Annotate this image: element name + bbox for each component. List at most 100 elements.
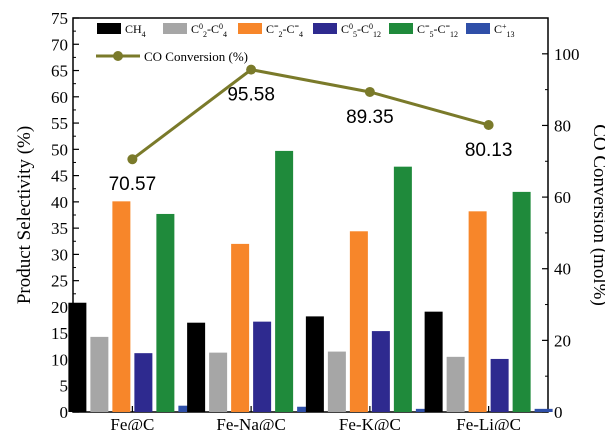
- legend-label-part: 2: [203, 30, 207, 39]
- y-tick-label: 10: [51, 350, 68, 369]
- y-tick-label: 25: [51, 272, 68, 291]
- legend-label-part: =: [295, 22, 300, 31]
- y-tick-label: 75: [51, 9, 68, 28]
- y-tick-label: 35: [51, 219, 68, 238]
- y2-tick-label: 20: [554, 331, 571, 350]
- bar-fe-k-c-series-2: [349, 231, 368, 412]
- x-tick-label: Fe-Na@C: [216, 415, 285, 430]
- legend-label-part: 4: [299, 30, 303, 39]
- legend-label-part: -C: [207, 22, 219, 36]
- bar-fe-li-c-series-4: [512, 191, 531, 412]
- co-conversion-data-label: 70.57: [109, 174, 157, 195]
- bar-fe-c-series-3: [134, 353, 153, 412]
- y-tick-label: 0: [60, 403, 69, 422]
- legend-label-series-5: C+13: [494, 22, 515, 39]
- legend-label-series-2: C=2-C=4: [266, 22, 303, 39]
- legend-label-series-4: C=5-C=12: [417, 22, 458, 39]
- legend-label-part: 0: [369, 22, 373, 31]
- legend-swatch-series-3: [313, 23, 337, 34]
- co-conversion-point: [127, 154, 138, 165]
- co-conversion-data-label: 95.58: [227, 85, 275, 106]
- y-tick-label: 30: [51, 245, 68, 264]
- legend-label-part: 0: [199, 22, 203, 31]
- y2-axis-title: CO Conversion (mol%): [589, 124, 605, 306]
- legend-label-part: 0: [219, 22, 223, 31]
- y-tick-label: 70: [51, 35, 68, 54]
- bar-fe-li-c-series-5: [534, 408, 553, 412]
- legend-label-part: CH: [125, 22, 142, 36]
- legend-label-part: C: [191, 22, 199, 36]
- bar-fe-c-series-1: [90, 336, 109, 412]
- y-tick-label: 45: [51, 167, 68, 186]
- co-conversion-data-label: 89.35: [346, 107, 394, 128]
- bar-fe-k-c-series-0: [305, 316, 324, 412]
- legend-label-series-3: C05-C012: [341, 22, 381, 39]
- legend-label-part: 2: [279, 30, 283, 39]
- legend-label-part: C: [494, 22, 502, 36]
- legend-swatch-series-0: [97, 23, 121, 34]
- legend-label-part: -C: [357, 22, 369, 36]
- bar-fe-na-c-series-2: [231, 243, 250, 412]
- co-conversion-line: [131, 68, 490, 161]
- co-conversion-point: [483, 119, 494, 130]
- co-conversion-point: [246, 64, 257, 75]
- bar-fe-k-c-series-4: [393, 166, 412, 412]
- bar-fe-k-c-series-3: [371, 331, 390, 412]
- legend-label-part: -C: [283, 22, 295, 36]
- bar-fe-li-c-series-0: [424, 311, 443, 412]
- y-tick-label: 55: [51, 114, 68, 133]
- legend-label-part: =: [446, 22, 451, 31]
- co-conversion-point: [364, 86, 375, 97]
- legend-label-series-0: CH4: [125, 22, 146, 39]
- co-conversion-data-label: 80.13: [465, 140, 513, 161]
- y-tick-label: 65: [51, 62, 68, 81]
- legend-label-part: 5: [430, 30, 434, 39]
- bar-fe-na-c-series-0: [187, 322, 206, 412]
- legend-label-part: -C: [434, 22, 446, 36]
- legend-marker-co-conversion: [113, 51, 123, 61]
- legend-label-part: +: [502, 22, 507, 31]
- legend-swatch-series-5: [466, 23, 490, 34]
- y2-tick-label: 100: [554, 45, 580, 64]
- legend-label-part: 0: [349, 22, 353, 31]
- bar-fe-na-c-series-1: [209, 352, 228, 412]
- x-tick-label: Fe-K@C: [339, 415, 401, 430]
- y-tick-label: 60: [51, 88, 68, 107]
- bar-fe-na-c-series-4: [275, 150, 294, 412]
- bar-fe-k-c-series-1: [327, 351, 346, 412]
- legend-label-part: 13: [507, 30, 515, 39]
- legend-label-part: 12: [450, 30, 458, 39]
- bar-fe-li-c-series-1: [446, 356, 465, 412]
- legend-label-part: =: [274, 22, 279, 31]
- x-tick-label: Fe@C: [110, 415, 154, 430]
- bar-fe-c-series-0: [68, 302, 87, 412]
- y2-tick-label: 80: [554, 116, 571, 135]
- bar-fe-na-c-series-3: [253, 321, 272, 412]
- y2-tick-label: 0: [554, 403, 563, 422]
- legend-label-series-1: C02-C04: [191, 22, 227, 39]
- y2-tick-label: 60: [554, 188, 571, 207]
- y-tick-label: 5: [60, 377, 69, 396]
- legend-label-part: =: [425, 22, 430, 31]
- legend-swatch-series-2: [238, 23, 262, 34]
- legend-label-part: 5: [353, 30, 357, 39]
- legend-label-part: C: [417, 22, 425, 36]
- legend-label-co-conversion: CO Conversion (%): [144, 49, 248, 64]
- legend-swatch-series-4: [389, 23, 413, 34]
- legend-label-part: 4: [142, 30, 146, 39]
- legend-label-part: C: [266, 22, 274, 36]
- bar-fe-li-c-series-2: [468, 211, 487, 412]
- legend-label-part: C: [341, 22, 349, 36]
- y-axis-title: Product Selectivity (%): [14, 126, 35, 304]
- legend-swatch-series-1: [163, 23, 187, 34]
- legend-label-part: 4: [223, 30, 227, 39]
- y-tick-label: 40: [51, 193, 68, 212]
- y-tick-label: 15: [51, 324, 68, 343]
- bar-fe-c-series-4: [156, 213, 175, 412]
- y2-tick-label: 40: [554, 260, 571, 279]
- y-tick-label: 50: [51, 140, 68, 159]
- y-tick-label: 20: [51, 298, 68, 317]
- x-tick-label: Fe-Li@C: [456, 415, 521, 430]
